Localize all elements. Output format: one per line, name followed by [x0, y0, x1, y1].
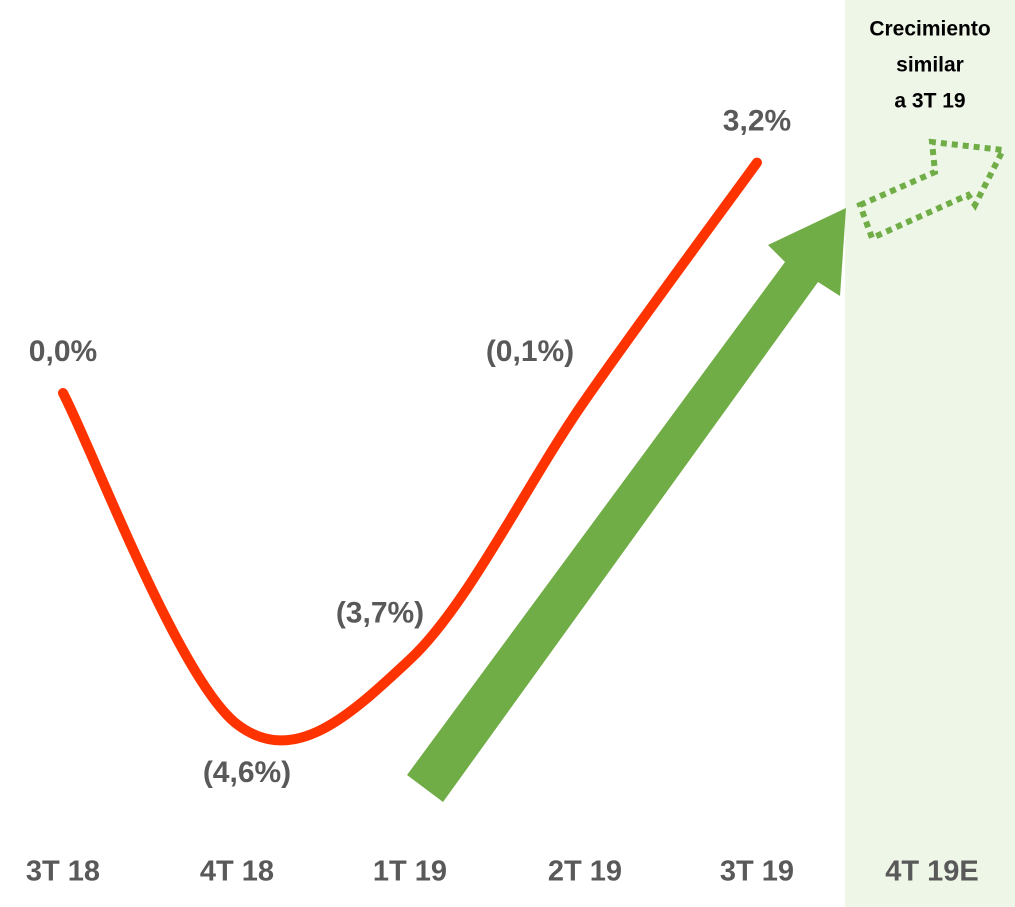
x-tick-label: 4T 19E — [885, 856, 979, 888]
forecast-arrow — [856, 138, 1008, 243]
x-tick-label: 3T 19 — [720, 856, 794, 888]
data-label: (3,7%) — [336, 596, 424, 629]
x-tick-label: 1T 19 — [373, 856, 447, 888]
line — [58, 157, 762, 746]
data-label: (0,1%) — [486, 335, 574, 368]
x-tick-label: 3T 18 — [26, 856, 100, 888]
x-tick-label: 2T 19 — [548, 856, 622, 888]
data-label: (4,6%) — [203, 756, 291, 789]
data-label: 3,2% — [723, 105, 791, 138]
x-tick-label: 4T 18 — [200, 856, 274, 888]
trend-arrow — [407, 208, 846, 802]
forecast-band — [845, 0, 1015, 907]
data-label: 0,0% — [29, 335, 97, 368]
annotation: similar — [896, 54, 964, 77]
annotation: a 3T 19 — [894, 90, 965, 113]
annotation: Crecimiento — [869, 18, 990, 41]
